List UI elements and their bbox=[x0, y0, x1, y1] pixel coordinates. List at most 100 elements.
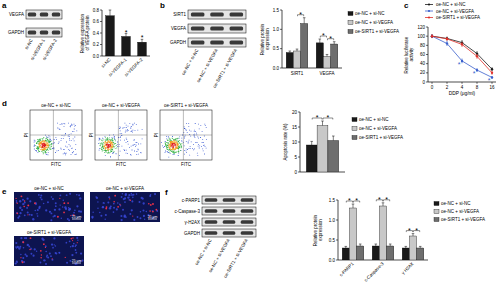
nucleus bbox=[17, 246, 19, 248]
nucleus bbox=[40, 262, 42, 264]
x-tick-label: c-Caspase-3 bbox=[363, 261, 385, 283]
blot-strip bbox=[26, 28, 62, 37]
blot-band bbox=[241, 220, 254, 224]
blot-row-label: VEGFA bbox=[9, 12, 24, 17]
y-tick-label: 0.5 bbox=[273, 46, 280, 51]
nucleus bbox=[19, 200, 21, 202]
stained-cell bbox=[130, 200, 131, 201]
blot-strip bbox=[202, 218, 256, 226]
y-axis bbox=[282, 10, 283, 68]
legend-label: oe-NC + si-NC bbox=[436, 2, 466, 7]
nucleus bbox=[16, 201, 18, 203]
image-title: oe-SIRT1 + si-VEGFA bbox=[27, 230, 71, 235]
bar bbox=[122, 36, 131, 56]
legend-swatch bbox=[434, 218, 439, 222]
nucleus bbox=[69, 193, 71, 195]
bar bbox=[331, 44, 338, 68]
marker bbox=[461, 43, 463, 45]
nucleus bbox=[150, 194, 152, 196]
x-tick-label: si-NC bbox=[100, 57, 112, 69]
error-bar bbox=[375, 244, 378, 246]
stained-cell bbox=[67, 202, 69, 204]
flow-y-label: PI bbox=[154, 133, 159, 137]
marker bbox=[431, 35, 433, 37]
nucleus bbox=[123, 198, 125, 200]
nucleus bbox=[54, 244, 55, 245]
nucleus bbox=[29, 214, 31, 216]
nucleus bbox=[22, 241, 24, 243]
bar bbox=[379, 206, 386, 260]
stained-cell bbox=[22, 241, 24, 243]
blot-row-label: VEGFA bbox=[171, 26, 186, 31]
error-bar bbox=[412, 234, 415, 236]
nucleus bbox=[15, 262, 17, 264]
blot-band bbox=[223, 209, 236, 213]
nucleus bbox=[120, 205, 122, 207]
flow-events bbox=[106, 143, 111, 149]
significance-star: * bbox=[458, 61, 461, 68]
nucleus bbox=[52, 247, 54, 249]
flow-events bbox=[161, 123, 207, 158]
legend-marker bbox=[428, 16, 430, 18]
flow-title: oe-NC + si-VEGFA bbox=[102, 103, 140, 108]
y-axis-title-line: expression bbox=[318, 219, 323, 241]
marker bbox=[431, 35, 433, 37]
error-bar bbox=[332, 136, 335, 141]
nucleus bbox=[74, 209, 76, 211]
nucleus bbox=[109, 207, 111, 209]
line bbox=[432, 36, 492, 69]
panel-letter: c bbox=[404, 1, 409, 10]
significance-star: * bbox=[299, 11, 302, 18]
bar bbox=[301, 24, 308, 68]
y-axis-title: Relative expression of VEGFA protein bbox=[80, 13, 90, 54]
legend-marker bbox=[428, 10, 430, 12]
nucleus bbox=[91, 216, 93, 218]
y-tick-label: 0.6 bbox=[93, 19, 100, 24]
y-tick-label: 20 bbox=[420, 70, 426, 75]
nucleus bbox=[69, 208, 71, 210]
legend-label: oe-NC + si-NC bbox=[441, 201, 471, 206]
nucleus bbox=[37, 209, 39, 211]
y-tick-label: 100 bbox=[417, 34, 425, 39]
error-bar bbox=[491, 71, 493, 74]
flow-events bbox=[165, 138, 183, 154]
nucleus bbox=[128, 199, 130, 201]
significance-star: * bbox=[141, 34, 144, 41]
nucleus bbox=[55, 252, 57, 254]
flow-events bbox=[168, 140, 179, 150]
legend-swatch bbox=[434, 202, 439, 206]
x-axis-title: DDP (μg/ml) bbox=[449, 91, 476, 96]
nucleus bbox=[113, 207, 115, 209]
nucleus bbox=[108, 196, 110, 198]
bar bbox=[323, 56, 330, 68]
flow-events bbox=[38, 140, 49, 150]
y-tick-label: 1.0 bbox=[273, 27, 280, 32]
nucleus bbox=[53, 237, 55, 239]
nucleus bbox=[51, 259, 53, 261]
blot-lane-label: oe-NC + si-NC bbox=[194, 237, 213, 266]
plot-area bbox=[342, 203, 424, 260]
nucleus bbox=[129, 213, 131, 215]
y-tick-label: 5 bbox=[294, 155, 297, 160]
error-bar bbox=[419, 246, 422, 248]
nucleus bbox=[76, 194, 78, 196]
stained-cell bbox=[77, 242, 78, 243]
nucleus bbox=[20, 237, 22, 239]
nucleus bbox=[50, 255, 52, 257]
significance-star: * bbox=[316, 114, 319, 121]
marker bbox=[446, 42, 448, 44]
error-bar bbox=[491, 68, 493, 71]
micrograph bbox=[14, 192, 84, 222]
flow-events bbox=[35, 137, 52, 154]
stained-cell bbox=[29, 249, 31, 251]
flow-events bbox=[98, 123, 142, 158]
nucleus bbox=[28, 246, 30, 248]
nucleus bbox=[92, 212, 94, 214]
nucleus bbox=[128, 194, 130, 196]
stained-cell bbox=[59, 198, 60, 199]
micrograph bbox=[14, 236, 84, 266]
stained-cell bbox=[63, 202, 65, 204]
blot-band bbox=[205, 209, 218, 213]
y-tick-label: 0.0 bbox=[273, 66, 280, 71]
nucleus bbox=[66, 242, 68, 244]
